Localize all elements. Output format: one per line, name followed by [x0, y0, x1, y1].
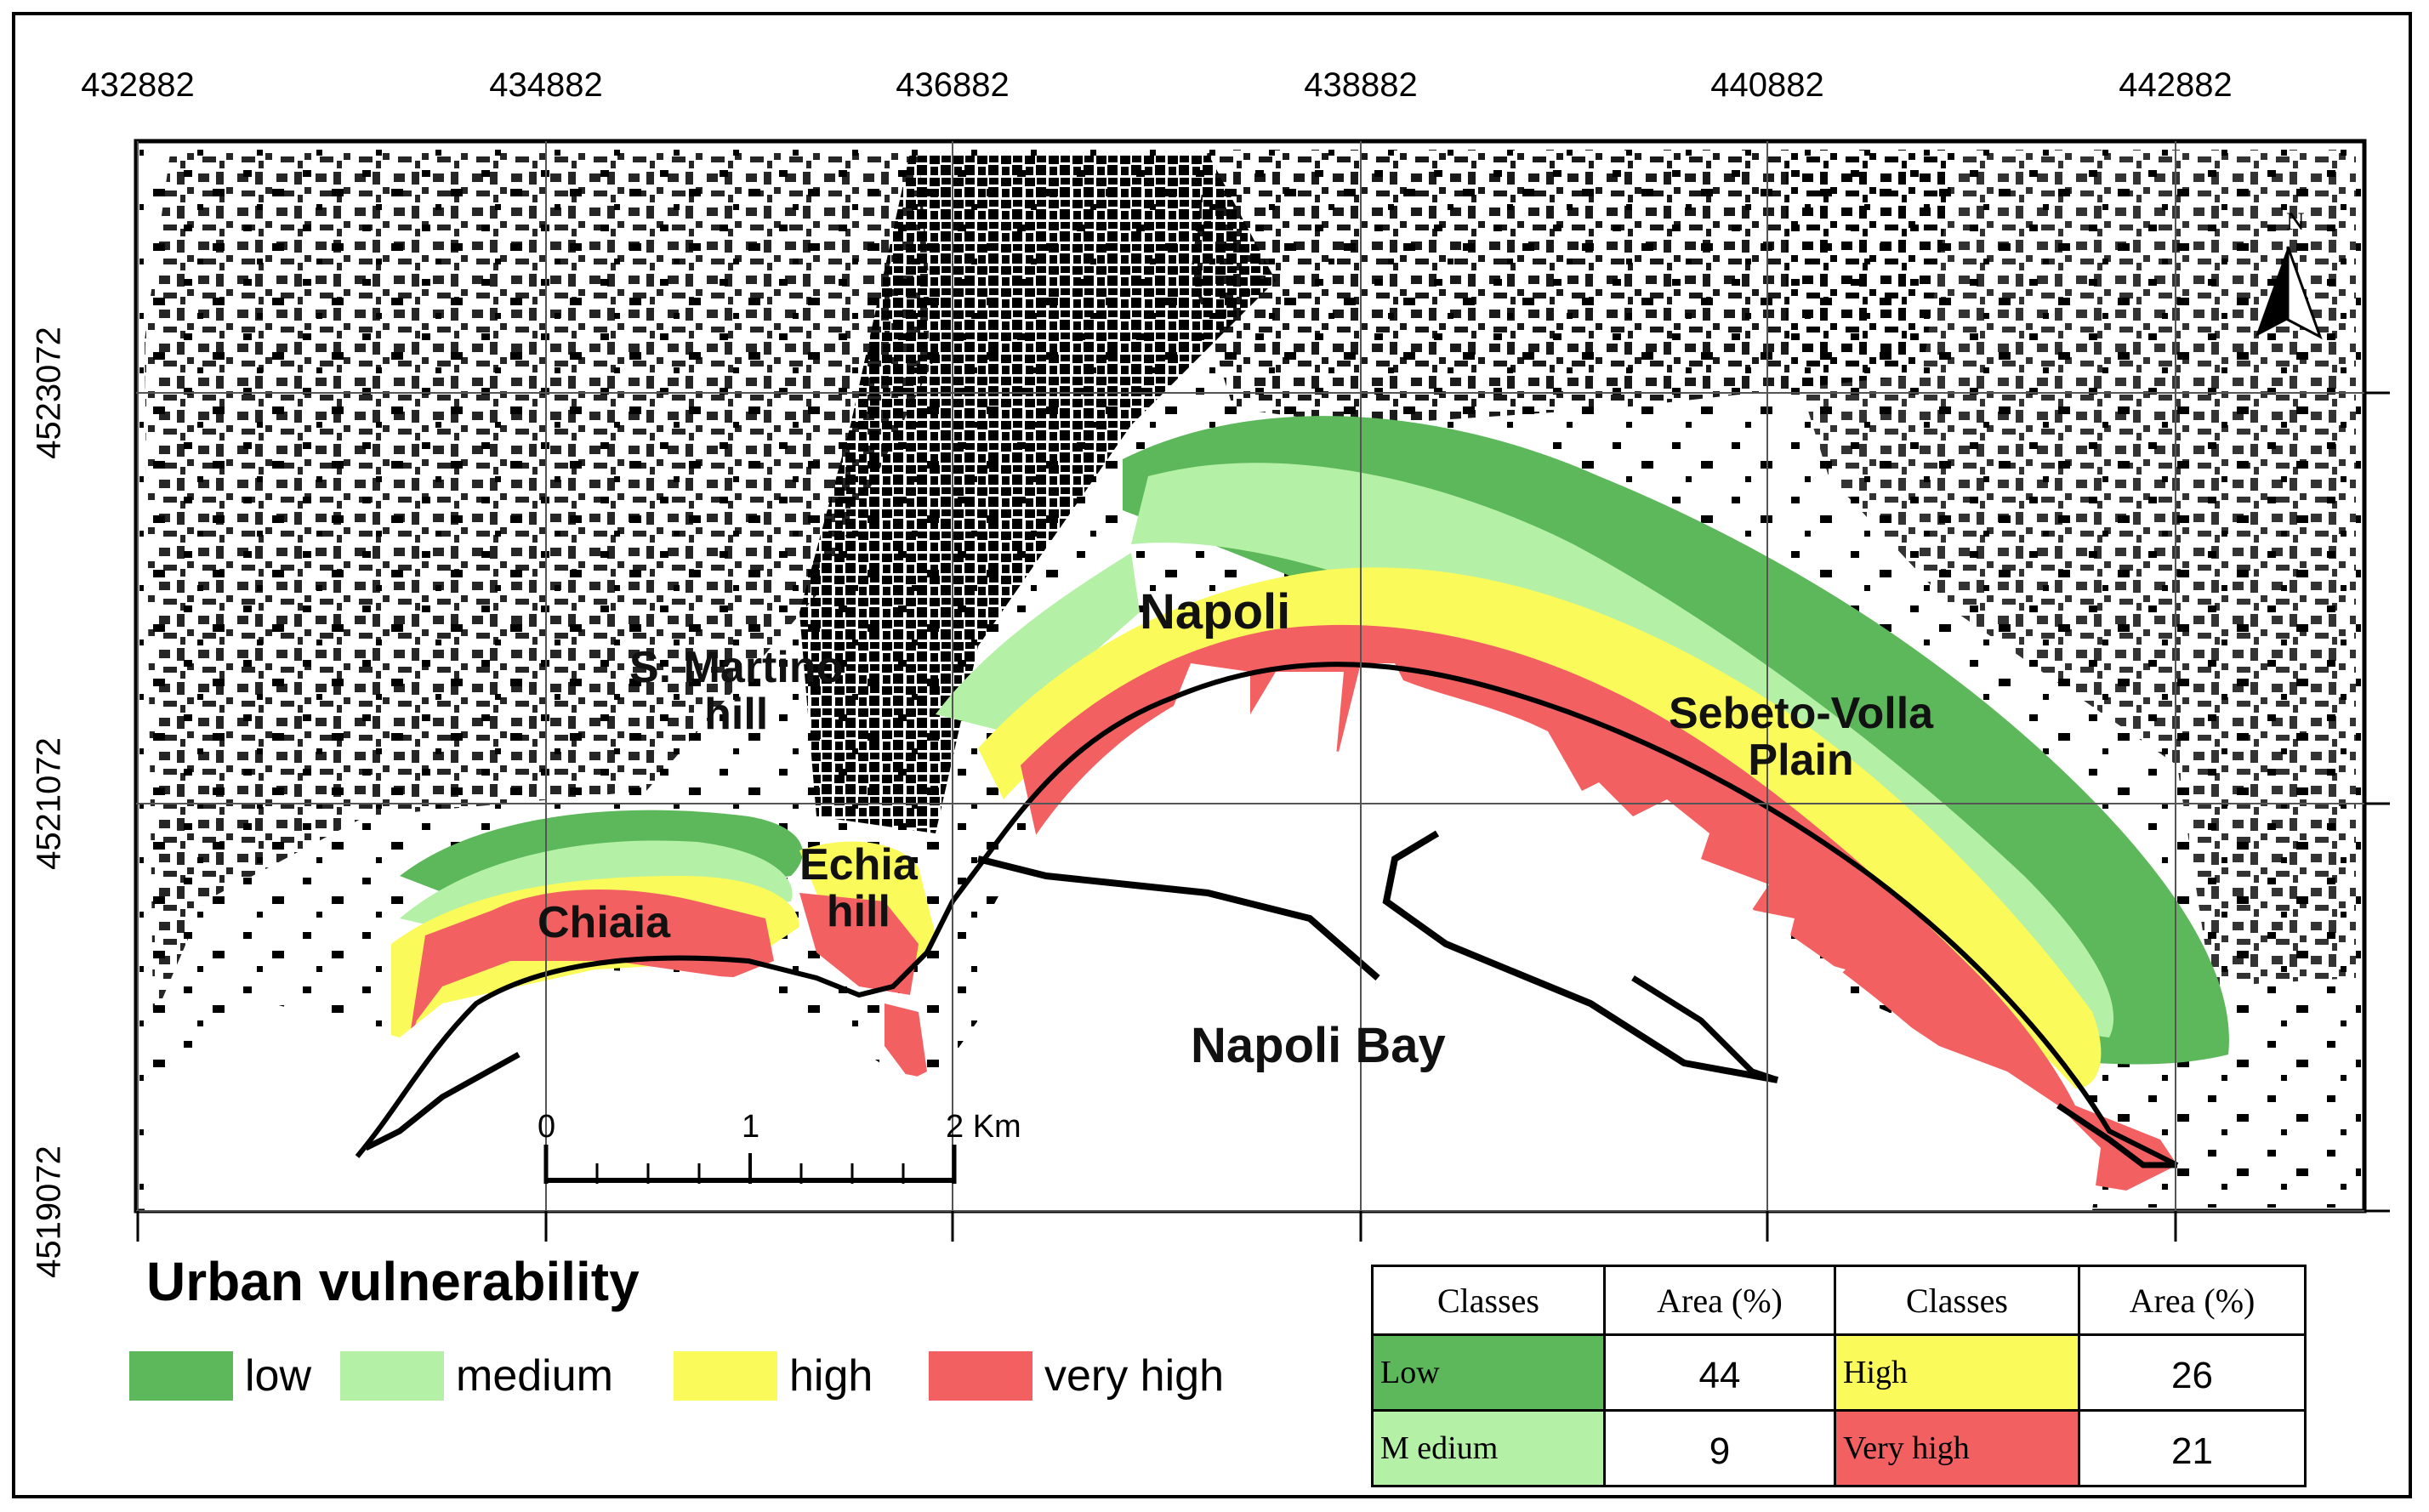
- legend-title: Urban vulnerability: [146, 1251, 640, 1312]
- legend-item-high: high: [674, 1349, 873, 1403]
- x-tick-label: 436882: [896, 66, 1010, 104]
- table-cell-class: Very high: [1834, 1409, 2080, 1487]
- legend-label: high: [789, 1351, 873, 1401]
- legend-swatch-low: [129, 1351, 233, 1401]
- table-header: Classes: [1834, 1265, 2080, 1336]
- zone-very-high: [799, 893, 919, 995]
- table-header: Classes: [1371, 1265, 1606, 1336]
- north-arrow-icon: [2256, 246, 2323, 340]
- table-cell-area: 9: [1603, 1409, 1836, 1487]
- scale-label: 1: [742, 1109, 760, 1145]
- x-tick-label: 440882: [1710, 66, 1824, 104]
- place-label-chiaia: Chiaia: [538, 898, 671, 947]
- legend-swatch-high: [674, 1351, 777, 1401]
- table-cell-area: 21: [2078, 1409, 2307, 1487]
- scale-bar: [543, 1145, 957, 1184]
- scale-label: 2 Km: [946, 1109, 1021, 1145]
- graticule: [136, 141, 2364, 1212]
- legend-label: medium: [456, 1351, 613, 1401]
- place-label-napoli: Napoli: [1140, 584, 1291, 639]
- zone-very-high: [885, 1003, 927, 1080]
- area-table: Classes Area (%) Classes Area (%) Low 44…: [1371, 1265, 2307, 1487]
- legend-swatch-medium: [340, 1351, 444, 1401]
- x-tick-label: 432882: [81, 66, 195, 104]
- breakwater: [977, 855, 1380, 981]
- place-label-sebeto: Sebeto-Volla Plain: [1669, 689, 1934, 785]
- table-cell-class: High: [1834, 1333, 2080, 1412]
- table-cell-class: Low: [1371, 1333, 1606, 1412]
- legend-label: very high: [1044, 1351, 1224, 1401]
- table-row: M edium 9 Very high 21: [1371, 1409, 2307, 1487]
- tick-marks: [136, 391, 2390, 1242]
- breakwater: [1382, 830, 1778, 1083]
- table-header: Area (%): [1603, 1265, 1836, 1336]
- legend-item-medium: medium: [340, 1349, 613, 1403]
- breakwater: [364, 1051, 520, 1151]
- table-cell-class: M edium: [1371, 1409, 1606, 1487]
- table-row: Low 44 High 26: [1371, 1333, 2307, 1412]
- scale-label: 0: [538, 1109, 556, 1145]
- x-tick-label: 434882: [489, 66, 603, 104]
- table-header-row: Classes Area (%) Classes Area (%): [1371, 1265, 2307, 1336]
- zone-medium: [936, 553, 1140, 731]
- place-label-echia: Echia hill: [799, 840, 918, 936]
- table-header: Area (%): [2078, 1265, 2307, 1336]
- legend-label: low: [245, 1351, 312, 1401]
- coastline: [1172, 662, 2179, 1168]
- x-tick-label: 438882: [1304, 66, 1418, 104]
- coastline: [355, 695, 1175, 1158]
- x-tick-label: 442882: [2119, 66, 2233, 104]
- legend-swatch-very-high: [929, 1351, 1032, 1401]
- sea-and-port: [145, 662, 2179, 1211]
- table-cell-area: 44: [1603, 1333, 1836, 1412]
- place-label-martino: S. Martino hill: [629, 643, 844, 739]
- north-label: N: [2286, 207, 2305, 236]
- zone-very-high: [408, 890, 774, 1046]
- legend-item-low: low: [129, 1349, 311, 1403]
- legend-item-very-high: very high: [929, 1349, 1224, 1403]
- table-cell-area: 26: [2078, 1333, 2307, 1412]
- place-label-bay: Napoli Bay: [1191, 1018, 1446, 1073]
